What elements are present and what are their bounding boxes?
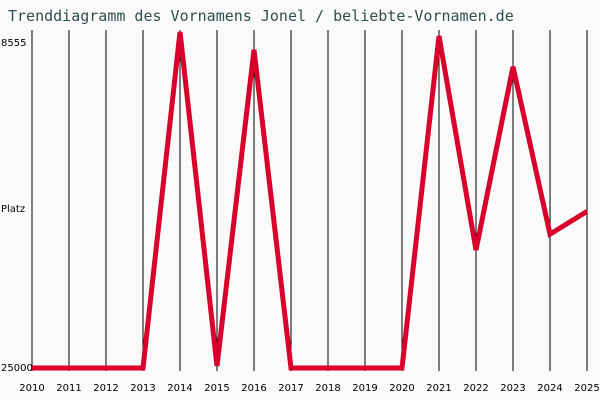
x-tick-label: 2016 [241, 383, 266, 394]
trend-line [32, 31, 589, 371]
x-tick-label: 2020 [389, 383, 414, 394]
y-tick-top: 8555 [1, 38, 26, 49]
x-tick-label: 2025 [574, 383, 599, 394]
x-tick-label: 2015 [204, 383, 229, 394]
x-tick-label: 2022 [463, 383, 488, 394]
x-tick-label: 2017 [278, 383, 303, 394]
x-tick-label: 2012 [93, 383, 118, 394]
chart-title: Trenddiagramm des Vornamens Jonel / beli… [8, 7, 514, 25]
x-tick-label: 2023 [500, 383, 525, 394]
x-tick-label: 2014 [167, 383, 192, 394]
x-tick-label: 2021 [426, 383, 451, 394]
vertical-gridlines [31, 30, 588, 371]
x-tick-label: 2019 [352, 383, 377, 394]
y-tick-bottom: 25000 [1, 363, 33, 374]
x-tick-label: 2018 [315, 383, 340, 394]
x-tick-label: 2010 [19, 383, 44, 394]
x-axis-labels: 2010 2011 2012 2013 2014 2015 2016 2017 2018 2019… [19, 383, 599, 394]
x-tick-label: 2024 [537, 383, 562, 394]
y-axis-label: Platz [1, 204, 25, 215]
x-tick-label: 2011 [56, 383, 81, 394]
x-tick-label: 2013 [130, 383, 155, 394]
